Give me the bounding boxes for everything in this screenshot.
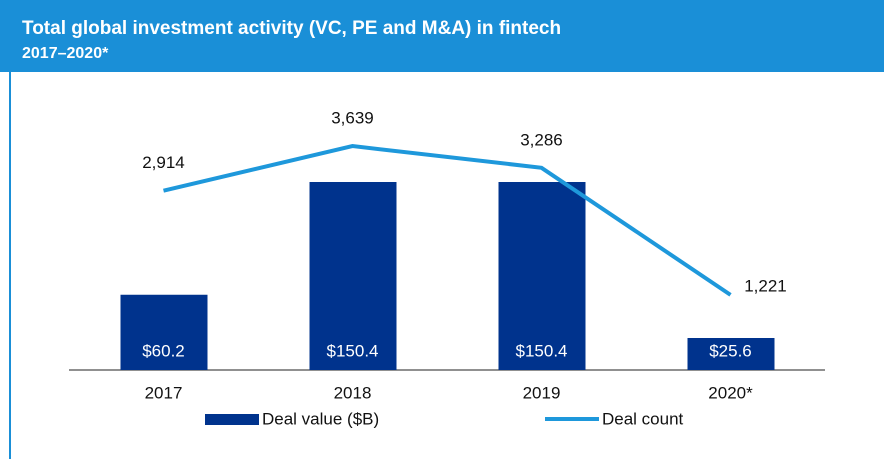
bar-value-label: $60.2 — [142, 341, 185, 360]
line-value-label: 2,914 — [142, 153, 185, 172]
line-value-label: 3,286 — [520, 130, 563, 149]
bar — [309, 182, 397, 370]
bar — [498, 182, 586, 370]
bar — [687, 338, 775, 370]
bar-value-label: $150.4 — [516, 341, 568, 360]
legend-label: Deal value ($B) — [262, 409, 379, 428]
header-band — [0, 0, 884, 72]
line-value-label: 3,639 — [331, 109, 374, 128]
line-value-label: 1,221 — [744, 276, 787, 295]
x-tick-label: 2018 — [334, 383, 372, 402]
x-tick-label: 2019 — [523, 383, 561, 402]
legend-label: Deal count — [602, 409, 684, 428]
bar-value-label: $150.4 — [327, 341, 379, 360]
legend-swatch — [205, 414, 259, 425]
x-tick-label: 2017 — [145, 383, 183, 402]
bar — [120, 294, 208, 370]
chart-subtitle: 2017–2020* — [22, 45, 109, 62]
chart-title: Total global investment activity (VC, PE… — [22, 18, 561, 39]
bar-value-label: $25.6 — [709, 341, 752, 360]
line — [163, 144, 732, 297]
x-tick-label: 2020* — [708, 383, 753, 402]
